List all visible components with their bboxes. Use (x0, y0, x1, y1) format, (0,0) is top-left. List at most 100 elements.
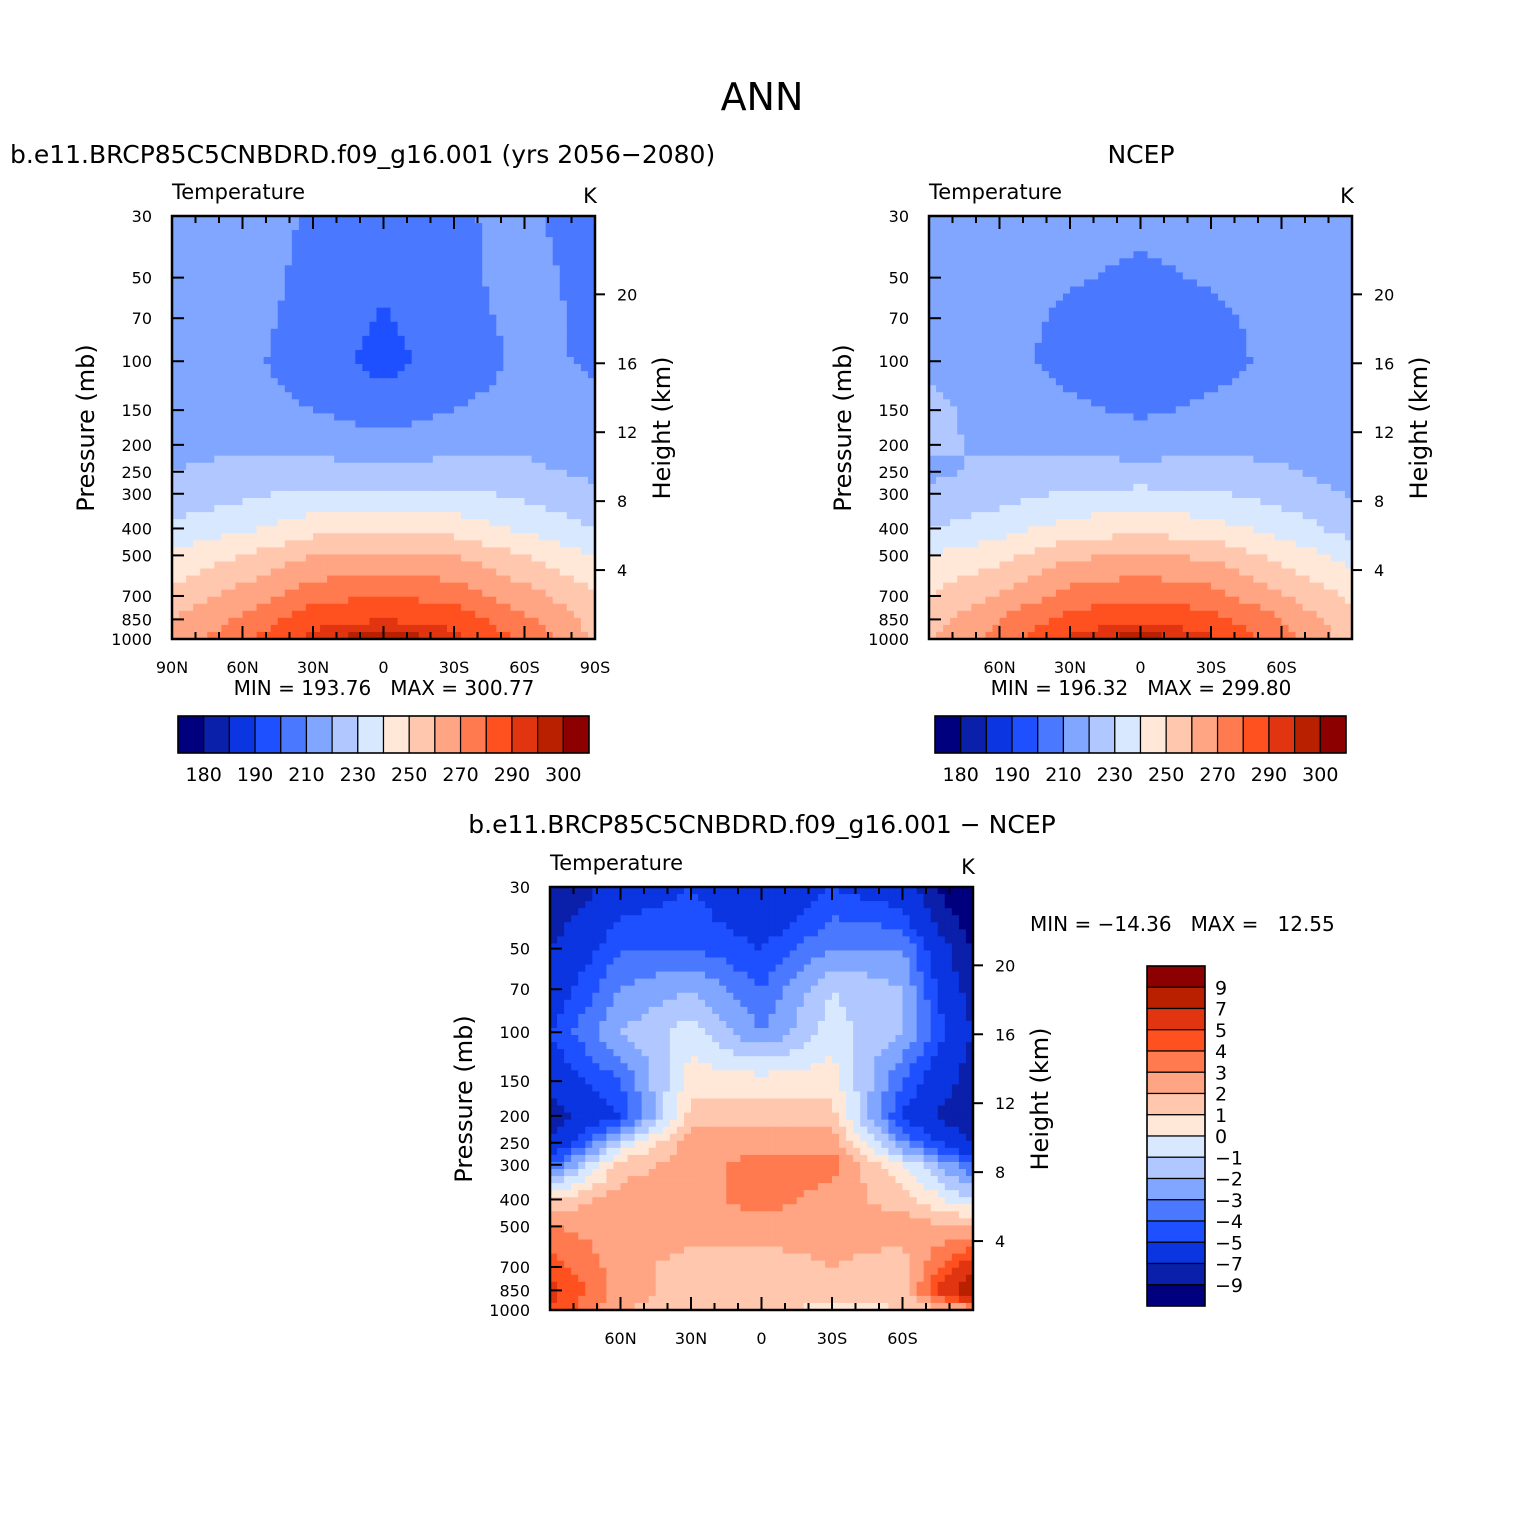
field-cell (943, 335, 951, 344)
field-cell (1211, 251, 1219, 259)
field-cell (228, 448, 237, 457)
field-cell (249, 371, 258, 379)
field-cell (1084, 335, 1092, 344)
field-cell (1253, 321, 1261, 330)
field-cell (298, 434, 307, 443)
field-cell (355, 349, 363, 358)
field-cell (489, 258, 497, 266)
field-cell (587, 505, 596, 513)
field-cell (587, 378, 596, 386)
field-cell (950, 251, 958, 259)
field-cell (270, 575, 279, 584)
field-cell (1112, 251, 1120, 259)
field-cell (242, 357, 251, 365)
field-cell (390, 561, 399, 570)
field-cell (439, 258, 448, 266)
field-cell (313, 223, 321, 231)
field-cell (1091, 251, 1099, 259)
field-cell (207, 279, 215, 288)
field-cell (524, 293, 533, 302)
field-cell (362, 223, 370, 231)
field-cell (566, 505, 575, 513)
field-cell (355, 244, 363, 252)
field-cell (566, 617, 575, 626)
field-cell (270, 441, 279, 450)
field-cell (1309, 272, 1318, 281)
field-cell (200, 307, 208, 316)
field-cell (418, 272, 427, 281)
field-cell (510, 554, 519, 563)
field-cell (397, 314, 406, 323)
field-cell (228, 413, 237, 422)
field-cell (362, 413, 370, 422)
field-cell (305, 469, 314, 478)
field-cell (496, 230, 504, 238)
field-cell (461, 603, 469, 612)
field-cell (383, 512, 392, 520)
field-cell (277, 448, 286, 457)
field-cell (482, 279, 490, 288)
field-cell (355, 575, 363, 584)
field-cell (313, 258, 321, 266)
field-cell (559, 342, 568, 351)
field-cell (475, 279, 483, 288)
field-cell (446, 462, 455, 471)
field-cell (390, 469, 399, 478)
field-cell (1027, 286, 1036, 295)
field-cell (517, 575, 526, 584)
field-cell (242, 223, 251, 231)
field-cell (461, 272, 469, 281)
field-cell (461, 364, 469, 372)
field-cell (1239, 357, 1247, 365)
field-cell (383, 505, 392, 513)
field-cell (1126, 272, 1135, 281)
field-cell (461, 230, 469, 238)
field-cell (999, 357, 1008, 365)
field-cell (503, 406, 511, 414)
field-cell (573, 223, 582, 231)
field-cell (1055, 335, 1064, 344)
field-cell (587, 575, 596, 584)
field-cell (390, 413, 399, 422)
field-cell (538, 498, 547, 506)
field-cell (1098, 349, 1106, 358)
field-cell (369, 406, 378, 414)
axis-ticks-model: 3050701001502002503004005007008501000201… (111, 207, 637, 677)
field-cell (369, 434, 378, 443)
field-cell (957, 328, 965, 337)
field-cell (200, 399, 208, 407)
field-cell (1027, 349, 1036, 358)
field-cell (1161, 314, 1170, 323)
field-cell (263, 420, 272, 429)
field-cell (242, 533, 251, 541)
field-cell (1309, 349, 1318, 358)
field-cell (270, 223, 279, 231)
field-cell (482, 455, 490, 464)
field-cell (369, 610, 378, 619)
field-cell (503, 469, 511, 478)
field-cell (936, 328, 944, 337)
field-cell (242, 505, 251, 513)
field-cell (348, 490, 356, 499)
field-cell (517, 216, 526, 224)
field-cell (475, 413, 483, 422)
field-cell (327, 568, 335, 577)
field-cell (179, 237, 187, 245)
field-cell (305, 610, 314, 619)
field-cell (454, 251, 462, 259)
field-cell (566, 244, 575, 252)
field-cell (1055, 279, 1064, 288)
field-cell (573, 596, 582, 605)
field-cell (235, 505, 244, 513)
field-cell (1309, 258, 1318, 266)
field-cell (573, 547, 582, 555)
field-cell (468, 357, 476, 365)
field-cell (580, 349, 589, 358)
field-cell (341, 223, 349, 231)
field-cell (284, 293, 293, 302)
field-cell (1211, 314, 1219, 323)
field-cell (313, 561, 321, 570)
field-cell (334, 272, 342, 281)
field-cell (341, 230, 349, 238)
field-cell (999, 244, 1008, 252)
